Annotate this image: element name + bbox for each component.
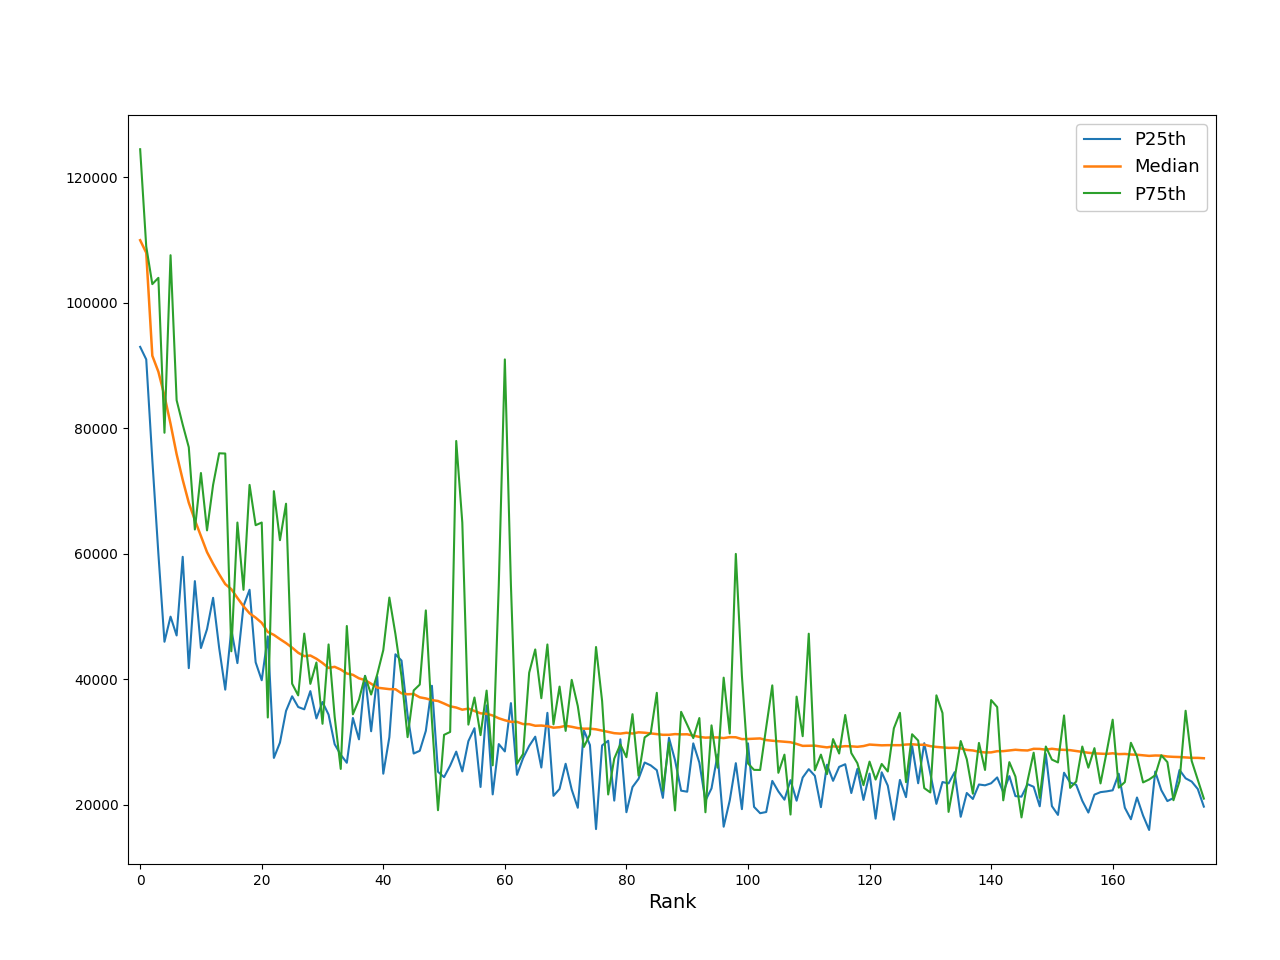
P25th — [180, 662, 196, 674]
P75th — [735, 670, 750, 682]
P25th — [224, 624, 239, 636]
Line: P25th: P25th — [140, 347, 1204, 830]
P25th — [735, 804, 750, 815]
Median — [1197, 753, 1212, 764]
P75th — [1197, 793, 1212, 804]
Median — [1124, 749, 1139, 760]
P25th — [485, 788, 500, 800]
P75th — [1014, 811, 1029, 823]
P75th — [180, 442, 196, 453]
P75th — [132, 143, 147, 155]
Median — [224, 584, 239, 595]
P25th — [132, 341, 147, 352]
Median — [485, 709, 500, 721]
Legend: P25th, Median, P75th: P25th, Median, P75th — [1076, 124, 1207, 211]
P75th — [1129, 751, 1144, 762]
P75th — [485, 759, 500, 771]
Line: P75th: P75th — [140, 149, 1204, 817]
P75th — [224, 645, 239, 657]
P75th — [308, 657, 324, 668]
Median — [132, 234, 147, 246]
P25th — [308, 712, 324, 724]
Median — [180, 497, 196, 509]
P25th — [1142, 825, 1157, 836]
Median — [735, 733, 750, 745]
Median — [308, 653, 324, 664]
P25th — [1197, 801, 1212, 812]
P25th — [1124, 813, 1139, 825]
Line: Median: Median — [140, 240, 1204, 758]
X-axis label: Rank: Rank — [648, 893, 696, 912]
